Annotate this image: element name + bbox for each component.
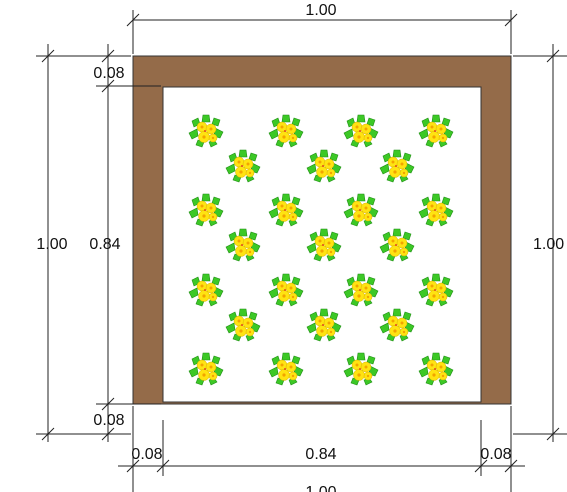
left-height-label: 1.00 (36, 236, 67, 253)
bottom-width-label: 1.00 (305, 484, 336, 492)
top-width-label: 1.00 (305, 2, 336, 19)
bottom-inner-width-label: 0.84 (305, 446, 336, 463)
left-outer-dimension: 1.00 (36, 44, 131, 442)
top-border-label: 0.08 (93, 65, 124, 82)
bottom-right-border-label: 0.08 (480, 446, 511, 463)
left-inner-dimension: 0.08 0.84 0.08 (89, 44, 161, 442)
right-height-label: 1.00 (533, 236, 564, 253)
right-dimension: 1.00 (513, 44, 567, 442)
bottom-dimension: 0.08 0.84 0.08 1.00 (118, 406, 525, 492)
top-dimension: 1.00 (126, 2, 518, 54)
inner-height-label: 0.84 (89, 236, 120, 253)
bottom-left-border-label: 0.08 (131, 446, 162, 463)
bottom-border-label: 0.08 (93, 412, 124, 429)
